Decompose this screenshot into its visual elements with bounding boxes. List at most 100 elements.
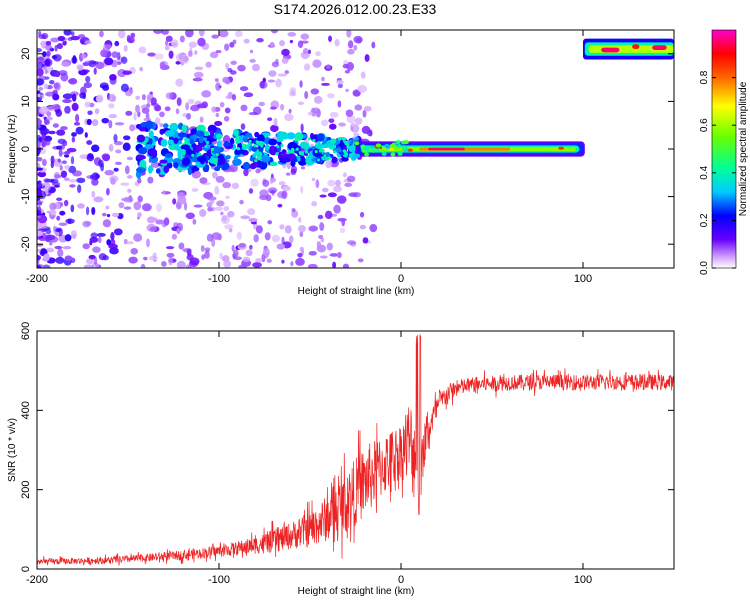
spectrogram-band-core [255,140,259,144]
spectrogram-noise-blob [137,195,143,203]
spectrogram-noise-blob [149,226,157,232]
spectrogram-band-blob [242,161,251,170]
colorbar-label: Normalized spectral amplitude [738,81,749,216]
spectrogram-noise-blob [40,248,48,255]
spectrogram-noise-blob [45,186,49,196]
spectrogram-noise-blob [259,189,269,198]
spectrogram-noise-blob [82,61,89,67]
spectrogram-noise-blob [240,215,250,220]
spectrogram-noise-blob [310,88,320,95]
spectrogram-noise-blob [125,110,133,116]
spectrogram-noise-blob [146,238,150,248]
spectrogram-noise-blob [108,143,114,152]
spectrogram-noise-blob [222,135,231,144]
spectrogram-noise-blob [60,170,68,178]
spectrogram-noise-blob [347,48,355,55]
spectrogram-noise-blob [271,234,280,243]
spectrogram-band-blob [256,134,265,143]
spectrogram-noise-blob [262,179,270,187]
spectrogram-noise-blob [60,126,68,131]
spectrogram-xtick-label: 0 [398,273,404,285]
spectrogram-noise-blob [220,211,224,216]
spectrogram-noise-blob [345,88,349,93]
spectrogram-tone-blob [381,151,387,156]
spectrogram-noise-blob [164,106,171,112]
spectrogram-noise-blob [69,184,76,188]
spectrogram-noise-blob [127,36,135,44]
spectrogram-noise-blob [284,70,290,75]
spectrogram-noise-blob [109,74,117,81]
spectrogram-noise-blob [79,92,86,99]
spectrogram-band-core [291,147,295,151]
spectrogram-noise-blob [176,260,186,268]
spectrogram-noise-blob [44,44,53,51]
spectrogram-band-blob [233,155,238,161]
spectrogram-noise-blob [38,225,47,229]
spectrogram-noise-blob [109,247,119,255]
spectrogram-noise-blob [320,237,325,243]
spectrogram-noise-blob [56,215,61,221]
spectrogram-noise-blob [359,211,365,218]
spectrogram-tone-blob [397,151,403,156]
spectrogram-band-blob [192,134,197,142]
spectrogram-band-blob [287,141,298,151]
spectrogram-noise-blob [114,40,120,47]
spectrogram-band-core [327,156,332,160]
spectrogram-noise-blob [262,247,270,257]
spectrogram-noise-blob [152,252,157,260]
spectrogram-band-blob [198,135,204,144]
spectrogram-noise-blob [141,94,146,101]
spectrogram-noise-blob [297,252,303,258]
spectrogram-noise-blob [356,37,362,44]
spectrogram-noise-blob [362,237,369,244]
spectrogram-band-blob [238,149,245,154]
spectrogram-noise-blob [371,41,376,49]
spectrogram-noise-blob [72,170,83,177]
spectrogram-noise-blob [227,210,235,218]
spectrogram-noise-blob [299,80,303,88]
spectrogram-noise-blob [308,250,317,256]
snr-xtick-label: 100 [574,574,592,586]
spectrogram-band-blob [211,146,221,155]
spectrogram-noise-blob [45,40,52,46]
spectrogram-noise-blob [182,248,192,253]
spectrogram-noise-blob [332,261,337,268]
spectrogram-noise-blob [231,244,235,252]
spectrogram-noise-blob [312,59,322,68]
spectrogram-noise-blob [237,64,246,72]
spectrogram-marks [37,30,674,268]
spectrogram-noise-blob [63,154,70,158]
spectrogram-band-blob [189,167,200,172]
spectrogram-band-blob [163,165,170,174]
spectrogram-tone2-band [632,44,640,50]
spectrogram-noise-blob [176,227,181,235]
spectrogram-noise-blob [185,212,195,220]
spectrogram-band-blob [217,154,224,160]
spectrogram-noise-blob [281,48,290,56]
spectrogram-noise-blob [239,86,249,92]
spectrogram-band-blob [140,122,147,128]
spectrogram-noise-blob [49,202,57,211]
spectrogram-noise-blob [55,231,60,237]
spectrogram-noise-blob [59,144,66,150]
spectrogram-noise-blob [224,107,231,114]
spectrogram-noise-blob [239,199,244,205]
snr-frame [36,330,675,570]
spectrogram-noise-blob [94,108,100,115]
spectrogram-noise-blob [351,122,356,127]
spectrogram-noise-blob [255,168,261,174]
spectrogram-noise-blob [155,203,163,213]
spectrogram-noise-blob [346,30,352,38]
spectrogram-noise-blob [253,234,259,243]
spectrogram-band-blob [265,136,270,146]
snr-ytick-label: 400 [20,401,32,419]
spectrogram-noise-blob [111,51,119,58]
spectrogram-tone-blob [401,140,407,145]
spectrogram-noise-blob [316,241,322,248]
spectrogram-band-blob [187,166,192,176]
spectrogram-noise-blob [215,175,225,183]
spectrogram-noise-blob [277,73,288,77]
spectrogram-noise-blob [219,101,225,108]
spectrogram-noise-blob [155,219,165,225]
spectrogram-noise-blob [106,188,110,196]
